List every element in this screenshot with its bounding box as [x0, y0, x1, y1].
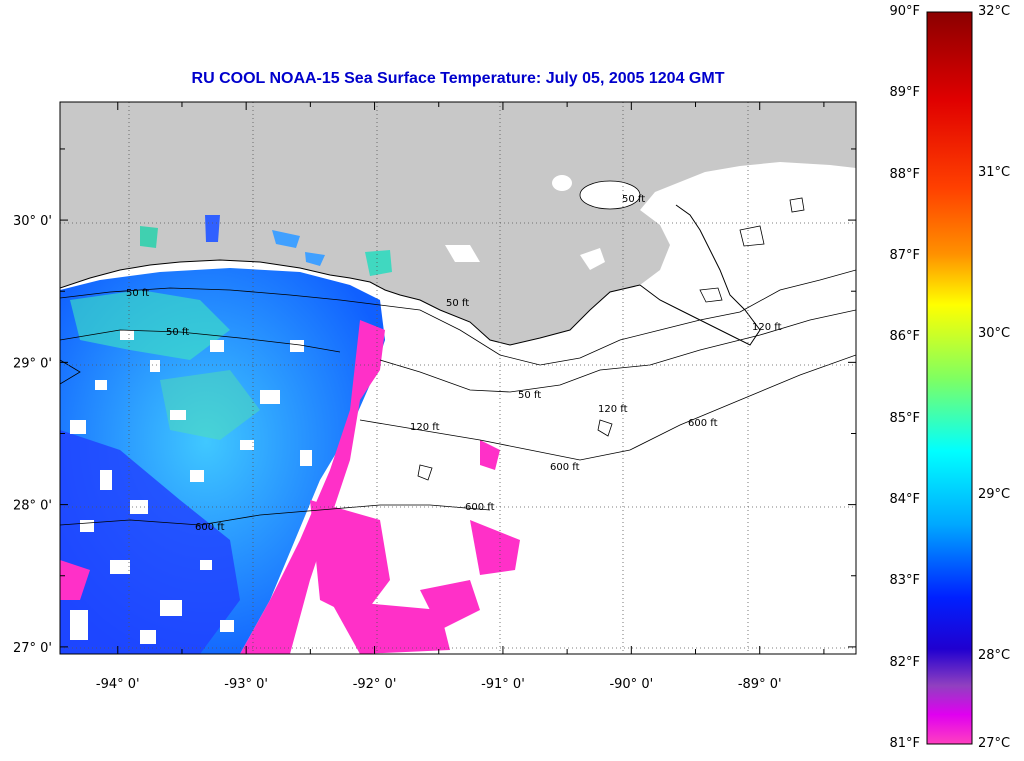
lon-tick-label: -90° 0'	[609, 677, 653, 692]
lat-tick-label: 30° 0'	[13, 214, 52, 229]
lat-tick-label: 28° 0'	[13, 499, 52, 514]
bay-imagery	[205, 215, 220, 242]
colorbar-c-label: 28°C	[978, 648, 1011, 664]
lon-tick-label: -92° 0'	[353, 677, 397, 692]
contour-label: 120 ft	[752, 322, 782, 333]
bay-imagery	[305, 252, 325, 266]
colorbar-f-label: 87°F	[889, 248, 920, 263]
bay-imagery	[272, 230, 300, 248]
contour-label: 50 ft	[166, 327, 189, 338]
colorbar-f-label: 84°F	[889, 492, 920, 507]
lat-lon-grid	[60, 102, 856, 654]
lon-tick-label: -94° 0'	[96, 677, 140, 692]
contour-label: 50 ft	[622, 194, 645, 205]
lake-pontchartrain	[579, 180, 641, 210]
contour-label: 600 ft	[550, 462, 580, 473]
sst-warm-patch	[70, 290, 230, 360]
inland-lake	[580, 248, 605, 270]
colorbar-f-label: 86°F	[889, 329, 920, 345]
contour-label: 50 ft	[126, 288, 149, 299]
lon-tick-label: -89° 0'	[738, 677, 782, 692]
contour-label: 120 ft	[598, 404, 628, 415]
colorbar-f-label: 81°F	[889, 736, 920, 751]
cloud-pixels	[70, 330, 312, 644]
contour-label: 600 ft	[465, 502, 495, 513]
bay-imagery	[365, 250, 392, 276]
colorbar	[926, 11, 973, 745]
colorbar-f-label: 89°F	[889, 85, 920, 101]
lat-tick-label: 27° 0'	[13, 641, 52, 656]
lat-tick-label: 29° 0'	[13, 356, 52, 371]
contour-label: 600 ft	[195, 522, 225, 533]
map-title: RU COOL NOAA-15 Sea Surface Temperature:…	[191, 70, 725, 87]
contour-label: 50 ft	[518, 390, 541, 401]
colorbar-c-label: 30°C	[978, 326, 1011, 342]
colorbar-f-label: 90°F	[889, 4, 920, 19]
cold-pixels	[60, 320, 520, 654]
delta-coast	[639, 204, 761, 346]
lon-tick-label: -93° 0'	[224, 677, 268, 692]
colorbar-c-label: 27°C	[978, 736, 1011, 751]
colorbar-f-label: 83°F	[889, 573, 920, 589]
sst-warm-patch	[160, 370, 260, 440]
axis-ticks	[60, 102, 856, 654]
colorbar-c-label: 31°C	[978, 165, 1011, 181]
colorbar-f-label: 82°F	[889, 654, 920, 670]
plot-frame	[59, 101, 857, 655]
land-mass	[60, 102, 856, 345]
contour-label: 50 ft	[446, 298, 469, 309]
coastline	[60, 259, 641, 346]
colorbar-f-label: 88°F	[889, 166, 920, 182]
inland-lake	[552, 175, 572, 191]
bay-imagery	[140, 226, 158, 248]
colorbar-c-label: 32°C	[978, 4, 1011, 19]
contour-label: 120 ft	[410, 422, 440, 433]
contour-label: 600 ft	[688, 418, 718, 429]
colorbar-c-label: 29°C	[978, 487, 1011, 503]
colorbar-f-label: 85°F	[889, 410, 920, 426]
inland-lake	[445, 245, 480, 262]
lon-tick-label: -91° 0'	[481, 677, 525, 692]
